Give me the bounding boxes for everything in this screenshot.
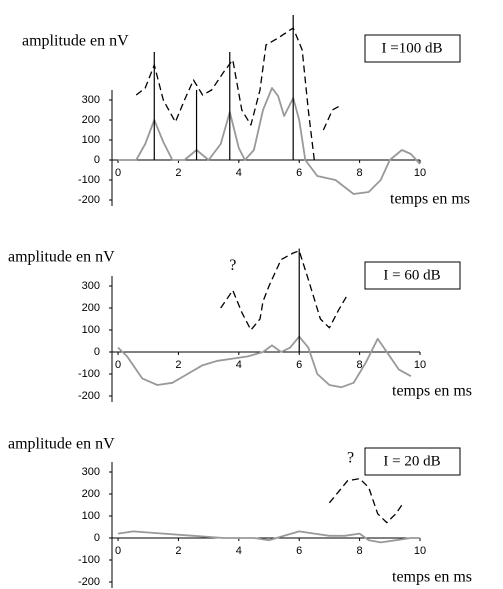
x-axis-label: temps en ms bbox=[392, 569, 472, 586]
box-label: I = 60 dB bbox=[383, 267, 440, 283]
x-tick-label: 8 bbox=[357, 167, 363, 179]
y-axis-label: amplitude en nV bbox=[8, 436, 115, 453]
x-tick-label: 8 bbox=[357, 359, 363, 371]
y-tick-label: 0 bbox=[94, 346, 100, 358]
annotation: ? bbox=[347, 449, 354, 466]
box-label: I = 20 dB bbox=[383, 453, 440, 469]
box-label: I =100 dB bbox=[382, 40, 443, 56]
x-tick-label: 10 bbox=[414, 359, 426, 371]
x-tick-label: 6 bbox=[296, 167, 302, 179]
dashed-line bbox=[220, 250, 349, 331]
x-tick-label: 4 bbox=[236, 359, 242, 371]
y-tick-label: 100 bbox=[82, 134, 100, 146]
y-tick-label: -200 bbox=[78, 390, 100, 402]
annotation: ? bbox=[229, 257, 236, 274]
x-tick-label: 2 bbox=[175, 167, 181, 179]
y-tick-label: -200 bbox=[78, 194, 100, 206]
x-tick-label: 4 bbox=[236, 545, 242, 557]
x-tick-label: 6 bbox=[296, 545, 302, 557]
y-axis-label: amplitude en nV bbox=[8, 249, 115, 266]
y-tick-label: -100 bbox=[78, 554, 100, 566]
x-tick-label: 2 bbox=[175, 545, 181, 557]
label-box bbox=[364, 261, 461, 290]
x-axis-label: temps en ms bbox=[392, 383, 472, 400]
solid-line bbox=[117, 530, 420, 544]
y-tick-label: -200 bbox=[78, 576, 100, 588]
y-tick-label: -100 bbox=[78, 368, 100, 380]
y-tick-label: 300 bbox=[82, 280, 100, 292]
x-axis-label: temps en ms bbox=[390, 191, 470, 208]
y-tick-label: 300 bbox=[82, 94, 100, 106]
label-box bbox=[364, 34, 461, 63]
y-tick-label: -100 bbox=[78, 174, 100, 186]
y-tick-label: 200 bbox=[82, 114, 100, 126]
x-tick-label: 2 bbox=[175, 359, 181, 371]
label-box bbox=[364, 447, 461, 476]
x-tick-label: 0 bbox=[115, 359, 121, 371]
y-tick-label: 100 bbox=[82, 324, 100, 336]
y-tick-label: 0 bbox=[94, 154, 100, 166]
dashed-line bbox=[135, 27, 342, 161]
y-tick-label: 100 bbox=[82, 510, 100, 522]
x-tick-label: 0 bbox=[115, 167, 121, 179]
x-tick-label: 10 bbox=[414, 167, 426, 179]
solid-line bbox=[118, 87, 421, 195]
x-tick-label: 4 bbox=[236, 167, 242, 179]
x-tick-label: 8 bbox=[357, 545, 363, 557]
solid-line bbox=[117, 335, 412, 389]
x-tick-label: 6 bbox=[296, 359, 302, 371]
x-tick-label: 0 bbox=[115, 545, 121, 557]
y-axis-label: amplitude en nV bbox=[22, 33, 129, 50]
y-tick-label: 200 bbox=[82, 488, 100, 500]
y-tick-label: 300 bbox=[82, 466, 100, 478]
dashed-line bbox=[328, 477, 403, 524]
x-tick-label: 10 bbox=[414, 545, 426, 557]
y-tick-label: 0 bbox=[94, 532, 100, 544]
y-tick-label: 200 bbox=[82, 302, 100, 314]
